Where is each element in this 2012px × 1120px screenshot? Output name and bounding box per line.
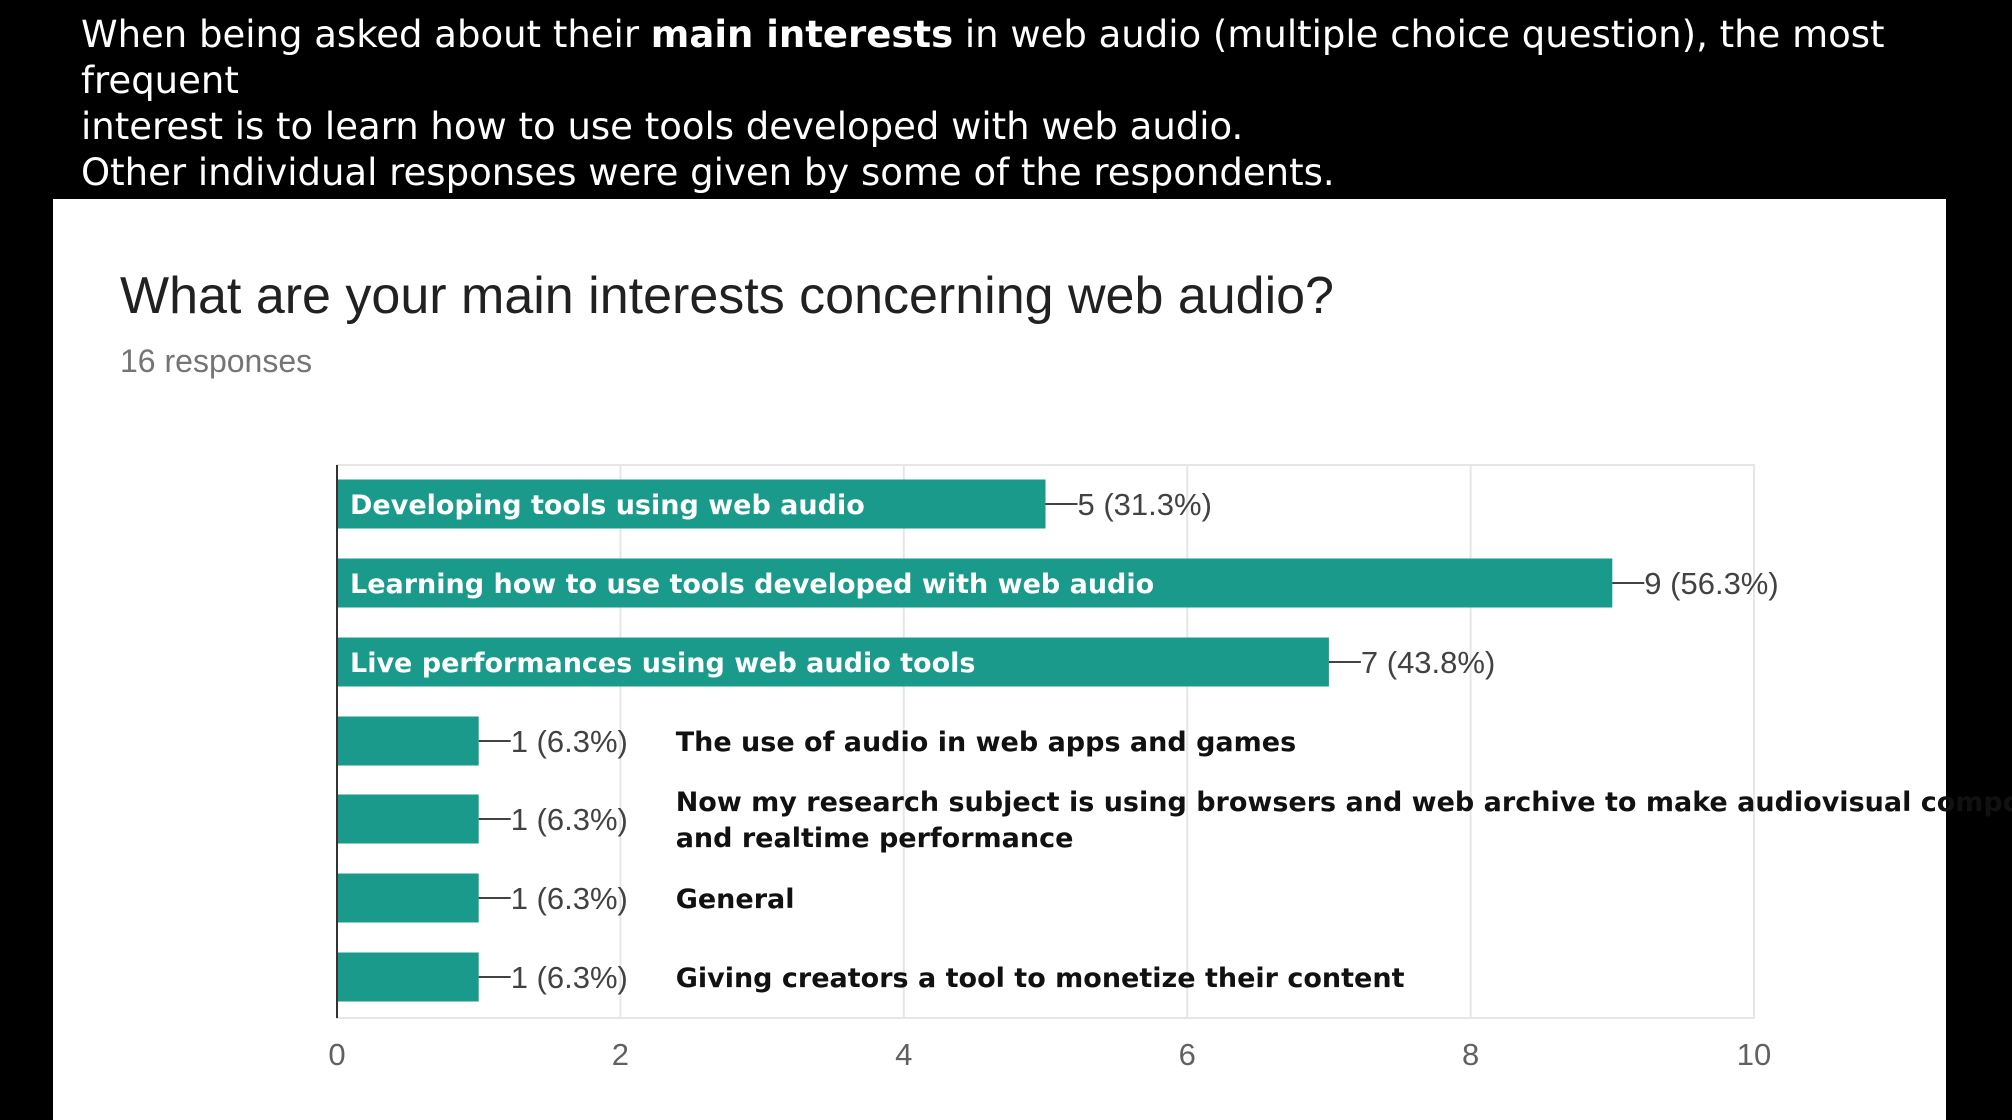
value-label-6: 1 (6.3%) (511, 960, 628, 995)
x-tick-label-5: 10 (1737, 1037, 1771, 1072)
chart-title: What are your main interests concerning … (120, 267, 1334, 325)
x-tick-label-1: 2 (612, 1037, 629, 1072)
category-label-4-line-0: Now my research subject is using browser… (676, 787, 2012, 818)
intro-line-1: When being asked about their main intere… (81, 13, 1885, 102)
bar-1 (337, 558, 1613, 608)
category-label-4-line-1: and realtime performance (676, 823, 1074, 854)
category-label-3: The use of audio in web apps and games (676, 727, 1296, 758)
intro-text: When being asked about their main intere… (81, 12, 1981, 196)
bar-2 (337, 637, 1329, 687)
bar-0 (337, 479, 1046, 529)
value-label-1: 9 (56.3%) (1644, 566, 1778, 601)
category-label-2: Live performances using web audio tools (350, 648, 975, 679)
value-label-0: 5 (31.3%) (1078, 487, 1212, 522)
bar-4 (337, 794, 479, 844)
bar-5 (337, 873, 479, 923)
category-label-1: Learning how to use tools developed with… (350, 569, 1154, 600)
category-label-6: Giving creators a tool to monetize their… (676, 963, 1405, 994)
intro-line-2: interest is to learn how to use tools de… (81, 105, 1244, 148)
intro-emphasis: main interests (650, 13, 954, 56)
x-tick-label-3: 6 (1179, 1037, 1196, 1072)
category-label-5: General (676, 884, 795, 915)
value-label-3: 1 (6.3%) (511, 724, 628, 759)
value-label-4: 1 (6.3%) (511, 802, 628, 837)
category-label-0: Developing tools using web audio (350, 490, 865, 521)
chart-subtitle: 16 responses (120, 343, 313, 379)
value-label-5: 1 (6.3%) (511, 881, 628, 916)
x-tick-label-0: 0 (328, 1037, 345, 1072)
value-label-2: 7 (43.8%) (1361, 645, 1495, 680)
x-tick-label-4: 8 (1462, 1037, 1479, 1072)
bar-3 (337, 716, 479, 766)
x-tick-label-2: 4 (895, 1037, 912, 1072)
intro-line-3: Other individual responses were given by… (81, 151, 1335, 194)
bar-6 (337, 952, 479, 1002)
